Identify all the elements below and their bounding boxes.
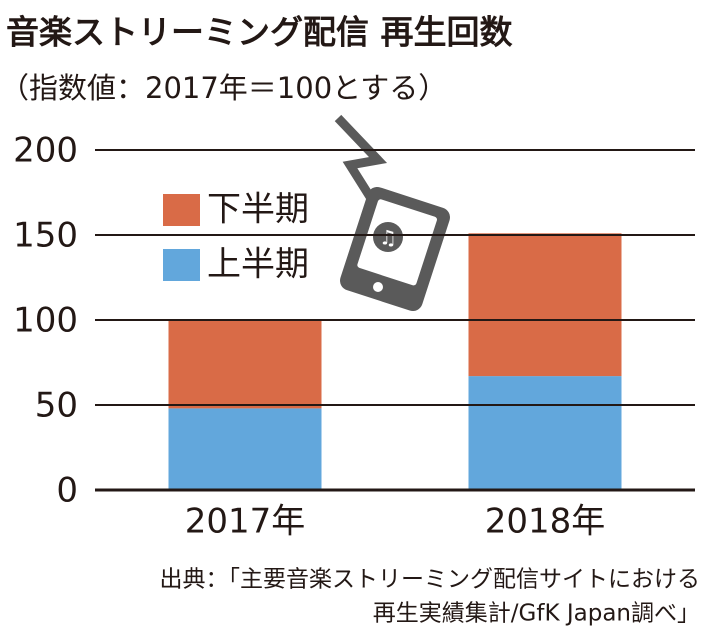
bar: [468, 233, 622, 377]
svg-text:♫: ♫: [379, 226, 397, 250]
chart-subtitle: （指数値：2017年＝100とする）: [0, 71, 447, 105]
chart-title: 音楽ストリーミング配信 再生回数: [6, 13, 513, 52]
bar: [468, 376, 622, 490]
y-tick-label: 200: [13, 131, 78, 171]
phone-icon: ♫: [334, 114, 450, 312]
y-tick-label: 100: [13, 301, 78, 341]
x-tick-label: 2018年: [485, 502, 606, 542]
bar: [168, 320, 322, 409]
bar: [168, 408, 322, 490]
x-tick-label: 2017年: [185, 502, 306, 542]
source-note: 再生実績集計/GfK Japan調べ」: [373, 601, 700, 627]
y-tick-label: 0: [56, 471, 78, 511]
source-note: 出典：「主要音楽ストリーミング配信サイトにおける: [160, 567, 701, 593]
legend-swatch: [163, 194, 200, 226]
y-tick-label: 150: [13, 216, 78, 256]
legend-swatch: [163, 249, 200, 281]
y-tick-label: 50: [35, 386, 78, 426]
legend-label: 上半期: [207, 245, 309, 285]
legend-label: 下半期: [207, 190, 309, 230]
